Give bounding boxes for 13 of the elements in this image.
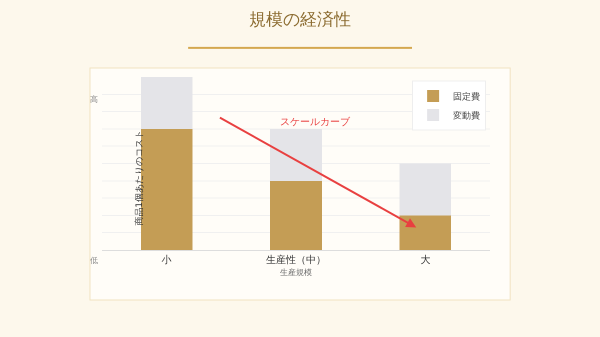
x-tick-label: 大: [420, 254, 430, 266]
annotation: スケールカーブ: [280, 116, 351, 128]
text: 高: [90, 95, 98, 104]
bar: [270, 180, 322, 250]
x-tick-label: 小: [162, 254, 172, 266]
legend-label: 変動費: [453, 110, 480, 122]
y-axis-title: 商品1個あたりのコスト: [134, 130, 146, 226]
text: 低: [90, 256, 98, 265]
bar: [399, 215, 452, 250]
x-tick-label: 生産性（中）: [266, 254, 326, 266]
chart-title: 規模の経済性: [249, 10, 351, 30]
legend-label: 固定費: [453, 91, 480, 102]
x-axis-title: 生産規模: [280, 268, 312, 277]
